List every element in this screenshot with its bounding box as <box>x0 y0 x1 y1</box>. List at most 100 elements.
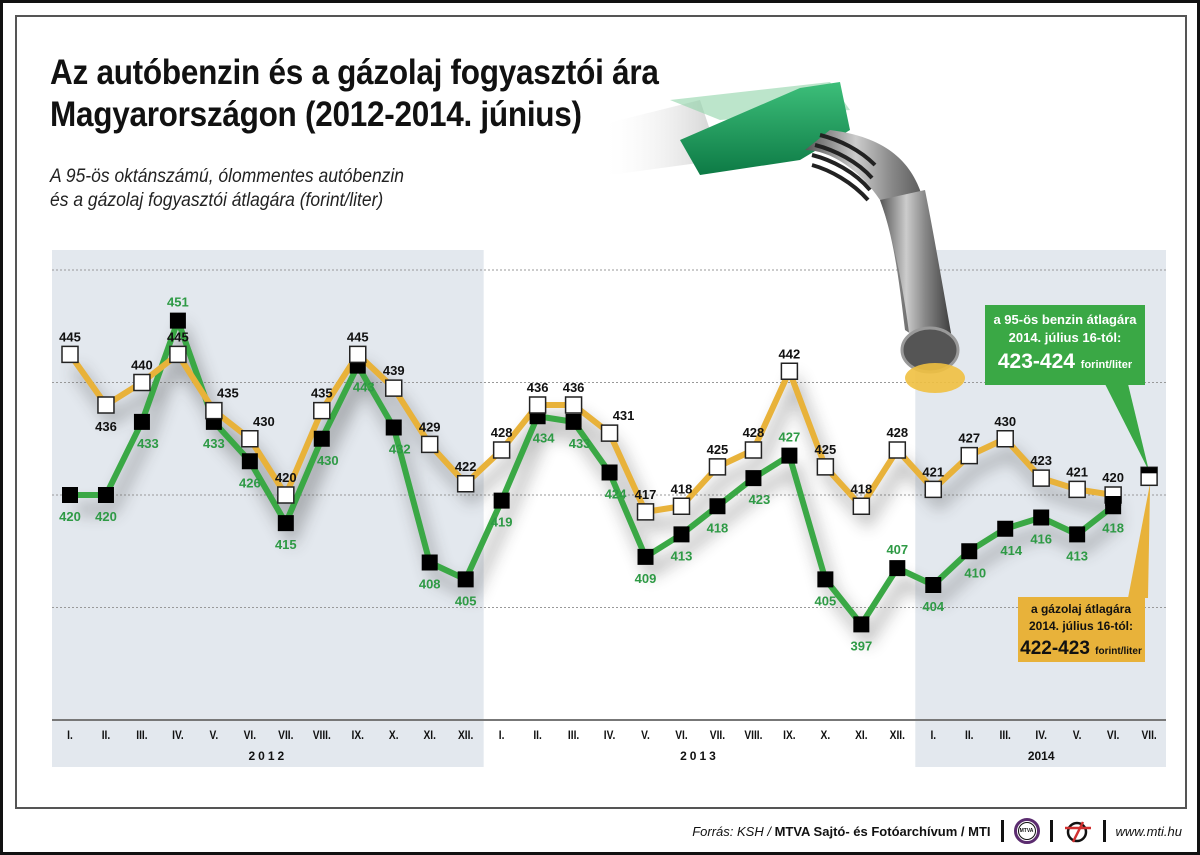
mtva-logo-text: MTVA <box>1017 822 1036 840</box>
petrol-value-label: 427 <box>958 431 980 446</box>
petrol-callout-box <box>985 305 1145 385</box>
x-tick-label: VII. <box>278 729 293 742</box>
diesel-value-label: 426 <box>239 475 261 490</box>
diesel-marker <box>133 413 150 430</box>
diesel-value-label: 434 <box>533 430 555 445</box>
petrol-value-label: 428 <box>491 425 513 440</box>
diesel-value-label: 414 <box>1000 543 1022 558</box>
petrol-value-label: 423 <box>1030 453 1052 468</box>
diesel-marker <box>457 571 474 588</box>
petrol-marker <box>133 373 151 392</box>
x-tick-label: XII. <box>458 729 473 742</box>
x-tick-label: I. <box>930 729 936 742</box>
diesel-callout-line2: 2014. július 16-tól: <box>1029 619 1133 633</box>
petrol-marker <box>780 362 799 380</box>
petrol-value-label: 420 <box>1102 470 1124 485</box>
petrol-value-label: 417 <box>635 487 657 502</box>
diesel-marker <box>277 515 294 532</box>
diesel-value-label: 432 <box>389 442 411 457</box>
subtitle: A 95-ös oktánszámú, ólommentes autóbenzi… <box>50 165 404 213</box>
page-title: Az autóbenzin és a gázolaj fogyasztói ár… <box>50 52 659 136</box>
diesel-marker <box>493 492 510 509</box>
diesel-value-label: 405 <box>455 593 477 608</box>
petrol-marker <box>1032 469 1050 487</box>
diesel-value-label: 405 <box>815 593 837 608</box>
x-tick-label: V. <box>210 729 219 742</box>
diesel-value-label: 418 <box>1102 520 1124 535</box>
diesel-value-label: 407 <box>886 542 908 557</box>
mti-logo-icon <box>1064 821 1091 843</box>
year-label-2013: 2013 <box>680 749 719 763</box>
petrol-value-label: 440 <box>131 358 153 373</box>
diesel-marker <box>745 470 762 487</box>
diesel-marker <box>673 526 690 543</box>
petrol-value-label: 442 <box>779 346 801 361</box>
diesel-marker <box>709 498 726 515</box>
diesel-value-label: 443 <box>353 380 375 395</box>
website-link[interactable]: www.mti.hu <box>1115 823 1182 839</box>
petrol-marker <box>1068 480 1086 499</box>
diesel-value-label: 416 <box>1030 532 1052 547</box>
petrol-marker <box>960 446 978 465</box>
petrol-value-label: 421 <box>922 464 944 479</box>
title-line-2: Magyarországon (2012-2014. június) <box>50 95 582 134</box>
x-tick-label: VIII. <box>313 729 331 742</box>
diesel-marker <box>169 312 186 329</box>
divider <box>1000 820 1004 842</box>
diesel-callout-box <box>1018 597 1145 662</box>
petrol-value-label: 435 <box>217 386 239 401</box>
petrol-marker <box>672 497 691 515</box>
x-tick-label: IX. <box>783 729 795 742</box>
petrol-marker <box>528 396 547 414</box>
x-tick-label: VI. <box>675 729 687 742</box>
petrol-marker <box>349 345 367 364</box>
diesel-value-label: 433 <box>203 436 225 451</box>
diesel-value-label: 413 <box>1066 548 1088 563</box>
petrol-callout-line1: a 95-ös benzin átlagára <box>993 312 1137 327</box>
petrol-marker <box>924 480 943 499</box>
diesel-marker <box>241 453 258 470</box>
forecast-marker-diesel-part <box>1141 467 1158 474</box>
diesel-value-label: 413 <box>671 548 693 563</box>
x-tick-label: XI. <box>423 729 435 742</box>
diesel-value-label: 433 <box>137 436 159 451</box>
diesel-value-label: 433 <box>569 436 591 451</box>
petrol-callout-value: 423-424 forint/liter <box>998 350 1133 373</box>
title-line-1: Az autóbenzin és a gázolaj fogyasztói ár… <box>50 53 659 92</box>
petrol-value-label: 436 <box>95 419 117 434</box>
x-tick-label: V. <box>641 729 650 742</box>
petrol-value-label: 445 <box>167 329 189 344</box>
petrol-value-label: 435 <box>311 386 333 401</box>
x-tick-label: III. <box>136 729 147 742</box>
petrol-value-label: 430 <box>994 414 1016 429</box>
diesel-callout-value: 422-423 forint/liter <box>1020 638 1142 659</box>
x-tick-label: IX. <box>352 729 364 742</box>
petrol-marker <box>600 424 619 442</box>
diesel-marker <box>601 464 618 481</box>
divider <box>1102 820 1106 842</box>
subtitle-line-1: A 95-ös oktánszámú, ólommentes autóbenzi… <box>50 166 405 187</box>
petrol-value-label: 439 <box>383 363 405 378</box>
petrol-value-label: 428 <box>743 425 765 440</box>
x-tick-label: VI. <box>244 729 256 742</box>
x-tick-label: III. <box>568 729 579 742</box>
diesel-value-label: 419 <box>491 515 513 530</box>
diesel-marker <box>385 419 402 436</box>
petrol-value-label: 436 <box>563 380 585 395</box>
petrol-marker <box>492 441 511 459</box>
diesel-value-label: 424 <box>605 487 627 502</box>
x-tick-label: XII. <box>890 729 905 742</box>
diesel-marker <box>565 413 582 430</box>
petrol-callout-price: 423-424 <box>998 350 1081 373</box>
petrol-value-label: 421 <box>1066 464 1088 479</box>
x-tick-label: VII. <box>1141 729 1156 742</box>
petrol-value-label: 431 <box>613 408 635 423</box>
x-tick-label: I. <box>67 729 73 742</box>
petrol-callout-unit: forint/liter <box>1081 359 1133 371</box>
diesel-callout-unit: forint/liter <box>1095 646 1142 657</box>
mtva-logo-icon: MTVA <box>1013 818 1040 844</box>
x-tick-label: III. <box>1000 729 1011 742</box>
diesel-value-label: 418 <box>707 520 729 535</box>
diesel-marker <box>97 487 114 503</box>
x-tick-label: VIII. <box>744 729 762 742</box>
